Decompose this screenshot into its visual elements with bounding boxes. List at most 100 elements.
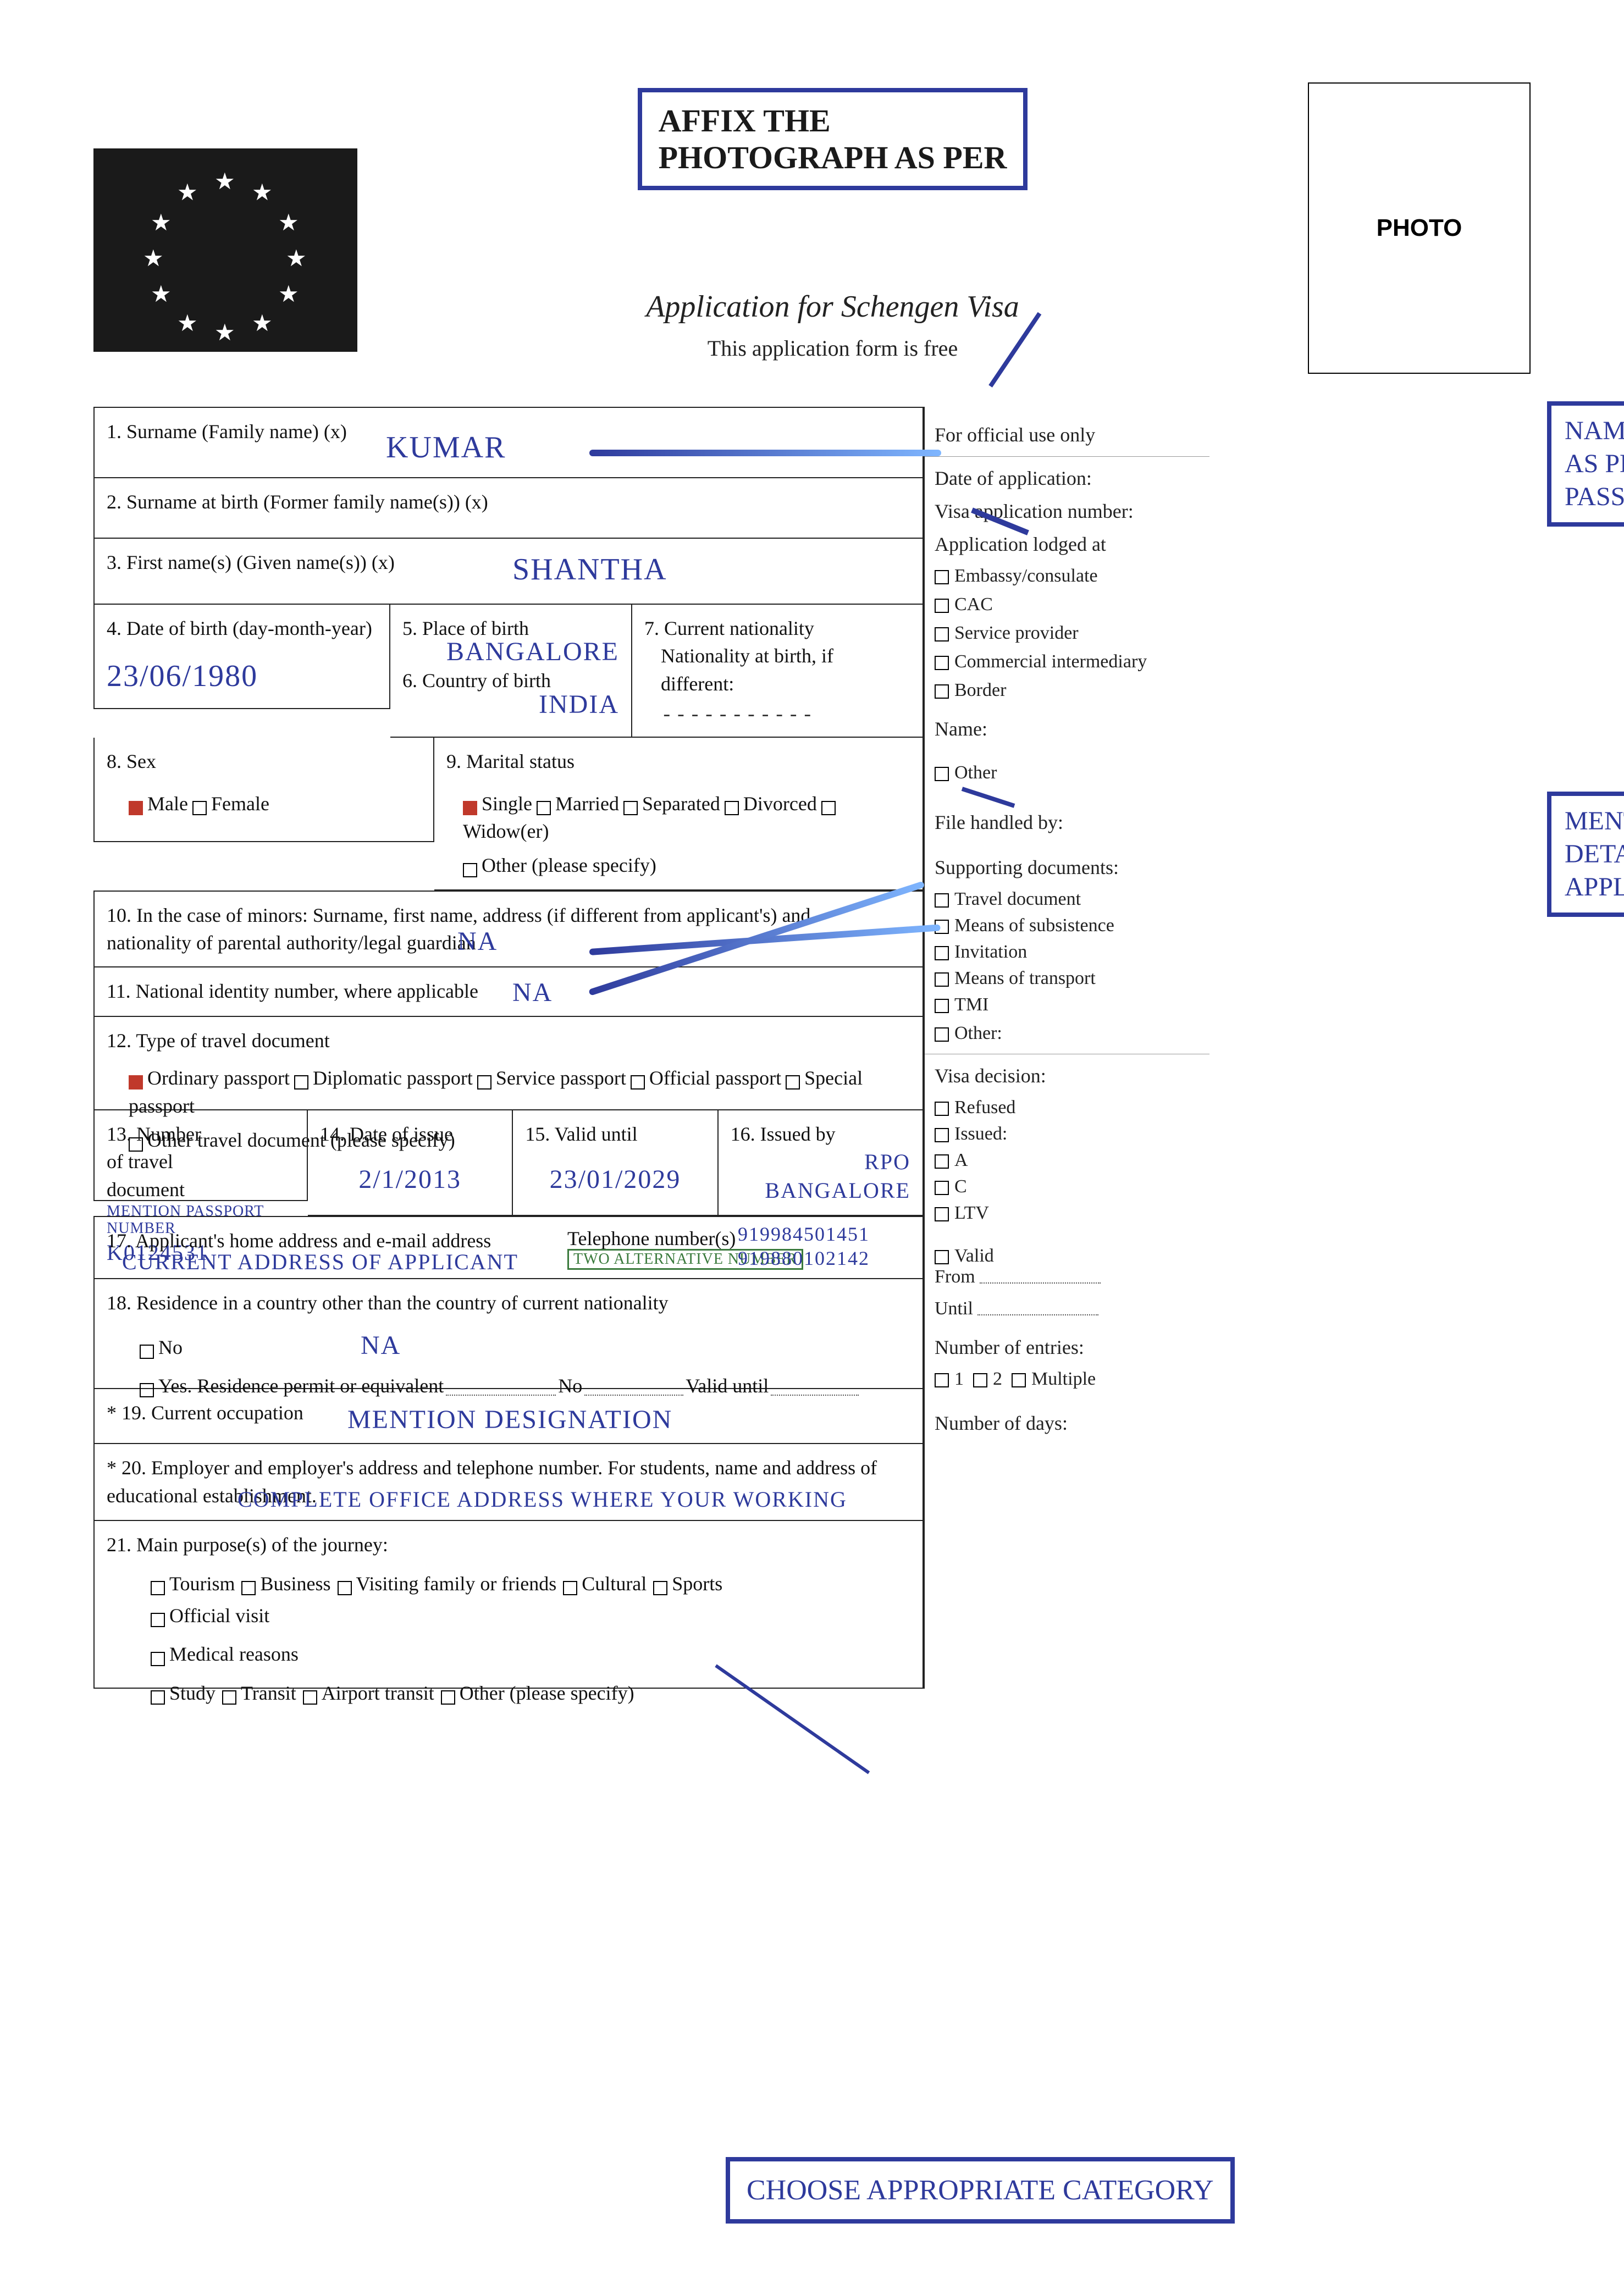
row-birth: 4. Date of birth (day-month-year) 23/06/… <box>93 605 924 738</box>
checkbox-widower[interactable] <box>821 801 836 815</box>
checkbox-a[interactable] <box>935 1154 949 1169</box>
checkbox-airport-transit[interactable] <box>303 1690 317 1705</box>
checkbox-cultural[interactable] <box>563 1581 577 1595</box>
checkbox-travel-doc[interactable] <box>935 893 949 908</box>
value-tel1[interactable]: 919984501451 <box>738 1223 870 1246</box>
official-lodged: Application lodged at <box>935 533 1200 556</box>
field-14-issue: 14. Date of issue 2/1/2013 <box>308 1110 513 1216</box>
field-16-issuedby: 16. Issued by RPO BANGALORE <box>719 1110 924 1216</box>
checkbox-refused[interactable] <box>935 1102 949 1116</box>
value-issuedby[interactable]: RPO BANGALORE <box>731 1148 910 1205</box>
field-3-firstname: 3. First name(s) (Given name(s)) (x) SHA… <box>93 539 924 605</box>
checkbox-transit[interactable] <box>222 1690 236 1705</box>
checkbox-tourism[interactable] <box>151 1581 165 1595</box>
field-19-occupation: * 19. Current occupation MENTION DESIGNA… <box>93 1389 924 1444</box>
callout-minor: MENTION MINOR DETAILS IF ITS APPLICABLE <box>1547 792 1624 917</box>
checkbox-residence-no[interactable] <box>140 1345 154 1359</box>
field-20-employer: * 20. Employer and employer's address an… <box>93 1444 924 1521</box>
checkbox-married[interactable] <box>537 801 551 815</box>
value-minors[interactable]: NA <box>457 926 498 956</box>
form-left-column: 1. Surname (Family name) (x) KUMAR 2. Su… <box>93 407 924 1689</box>
checkbox-female[interactable] <box>192 801 207 815</box>
checkbox-male[interactable] <box>129 801 143 815</box>
checkbox-invitation[interactable] <box>935 946 949 960</box>
checkbox-issued[interactable] <box>935 1128 949 1142</box>
value-nationality[interactable]: ----------- <box>661 704 910 727</box>
value-address[interactable]: CURRENT ADDRESS OF APPLICANT <box>122 1249 518 1275</box>
field-13-docnum: 13. Number of travel document MENTION PA… <box>93 1110 308 1201</box>
field-15-valid: 15. Valid until 23/01/2029 <box>513 1110 718 1216</box>
field-7-nationality: 7. Current nationality Nationality at bi… <box>632 605 924 738</box>
value-surname[interactable]: KUMAR <box>386 430 506 465</box>
field-9-marital: 9. Marital status Single Married Separat… <box>434 738 924 891</box>
field-2-surname-birth: 2. Surname at birth (Former family name(… <box>93 478 924 539</box>
official-days: Number of days: <box>935 1412 1200 1435</box>
checkbox-special[interactable] <box>786 1075 800 1090</box>
checkbox-entries-2[interactable] <box>973 1373 987 1387</box>
value-occupation[interactable]: MENTION DESIGNATION <box>347 1404 672 1435</box>
checkbox-visiting[interactable] <box>338 1581 352 1595</box>
callout-category: CHOOSE APPROPRIATE CATEGORY <box>726 2157 1235 2224</box>
checkbox-c[interactable] <box>935 1181 949 1195</box>
checkbox-service-provider[interactable] <box>935 627 949 642</box>
official-supporting: Supporting documents: <box>935 856 1200 879</box>
eu-flag: ★ ★ ★ ★ ★ ★ ★ ★ ★ ★ ★ ★ <box>93 148 357 352</box>
checkbox-medical[interactable] <box>151 1652 165 1666</box>
checkbox-single[interactable] <box>463 801 477 815</box>
checkbox-other-lodged[interactable] <box>935 767 949 781</box>
official-date: Date of application: <box>935 467 1200 490</box>
visa-application-form: ★ ★ ★ ★ ★ ★ ★ ★ ★ ★ ★ ★ AFFIX THE PHOTOG… <box>0 0 1624 2295</box>
field-21-purpose: 21. Main purpose(s) of the journey: Tour… <box>93 1521 924 1689</box>
checkbox-entries-1[interactable] <box>935 1373 949 1387</box>
field-4-dob: 4. Date of birth (day-month-year) 23/06/… <box>93 605 390 709</box>
header-center: AFFIX THE PHOTOGRAPH AS PER Application … <box>385 82 1280 361</box>
checkbox-ltv[interactable] <box>935 1207 949 1221</box>
form-title: Application for Schengen Visa <box>385 289 1280 324</box>
checkbox-support-other[interactable] <box>935 1027 949 1042</box>
value-issue[interactable]: 2/1/2013 <box>320 1164 500 1194</box>
field-8-sex: 8. Sex Male Female <box>93 738 434 842</box>
callout-name-passport: NAME SHOULD BE AS PER THE PASSPORT <box>1547 401 1624 527</box>
checkbox-commercial[interactable] <box>935 656 949 670</box>
field-1-surname: 1. Surname (Family name) (x) KUMAR <box>93 407 924 478</box>
photo-placeholder: PHOTO <box>1308 82 1531 374</box>
checkbox-entries-multiple[interactable] <box>1012 1373 1026 1387</box>
checkbox-diplomatic[interactable] <box>294 1075 308 1090</box>
header: ★ ★ ★ ★ ★ ★ ★ ★ ★ ★ ★ ★ AFFIX THE PHOTOG… <box>93 82 1531 374</box>
form-body: 1. Surname (Family name) (x) KUMAR 2. Su… <box>93 407 1531 1689</box>
value-tel2[interactable]: 919880102142 <box>738 1247 870 1270</box>
value-residence[interactable]: NA <box>361 1331 401 1360</box>
official-entries: Number of entries: <box>935 1336 1200 1359</box>
official-handled: File handled by: <box>935 811 1200 834</box>
checkbox-sports[interactable] <box>653 1581 667 1595</box>
value-validuntil[interactable]: 23/01/2029 <box>525 1164 705 1194</box>
value-dob[interactable]: 23/06/1980 <box>107 659 377 694</box>
affix-photo-callout: AFFIX THE PHOTOGRAPH AS PER <box>638 88 1028 190</box>
checkbox-border[interactable] <box>935 684 949 699</box>
checkbox-other-marital[interactable] <box>463 863 477 877</box>
checkbox-official-visit[interactable] <box>151 1613 165 1627</box>
value-employer[interactable]: COMPLETE OFFICE ADDRESS WHERE YOUR WORKI… <box>237 1486 847 1512</box>
value-firstname[interactable]: SHANTHA <box>512 552 667 587</box>
checkbox-ordinary[interactable] <box>129 1075 143 1090</box>
field-17-address: 17. Applicant's home address and e-mail … <box>93 1216 924 1279</box>
checkbox-transport[interactable] <box>935 972 949 987</box>
official-title: For official use only <box>935 423 1200 446</box>
value-nationalid[interactable]: NA <box>512 977 553 1008</box>
checkbox-tmi[interactable] <box>935 999 949 1013</box>
row-13-16: 13. Number of travel document MENTION PA… <box>93 1110 924 1216</box>
checkbox-separated[interactable] <box>623 801 638 815</box>
checkbox-divorced[interactable] <box>725 801 739 815</box>
form-subtitle: This application form is free <box>385 335 1280 361</box>
checkbox-embassy[interactable] <box>935 570 949 584</box>
checkbox-other-purpose[interactable] <box>441 1690 455 1705</box>
field-11-nationalid: 11. National identity number, where appl… <box>93 967 924 1017</box>
checkbox-service[interactable] <box>477 1075 491 1090</box>
checkbox-cac[interactable] <box>935 599 949 613</box>
checkbox-study[interactable] <box>151 1690 165 1705</box>
checkbox-official[interactable] <box>631 1075 645 1090</box>
row-sex-marital: 8. Sex Male Female 9. Marital status Sin… <box>93 738 924 891</box>
checkbox-valid[interactable] <box>935 1250 949 1264</box>
official-decision: Visa decision: <box>935 1064 1200 1087</box>
checkbox-business[interactable] <box>241 1581 256 1595</box>
